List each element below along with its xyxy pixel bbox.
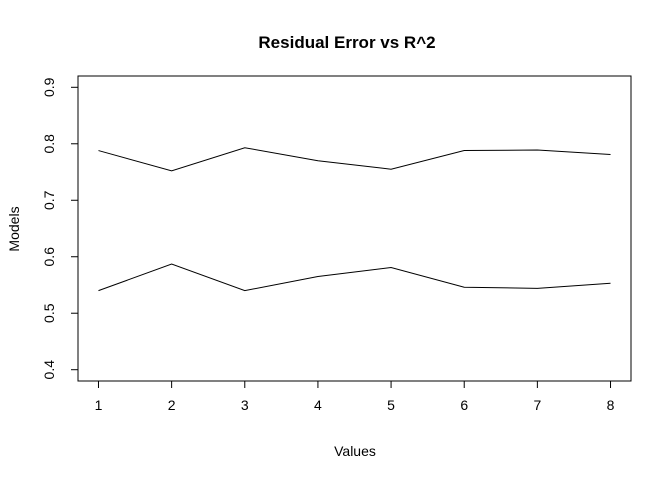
y-tick-label: 0.7 bbox=[41, 190, 57, 210]
x-tick-label: 1 bbox=[95, 397, 103, 413]
y-axis-title: Models bbox=[6, 206, 22, 251]
x-tick-label: 7 bbox=[533, 397, 541, 413]
y-tick-label: 0.4 bbox=[41, 360, 57, 380]
x-tick-label: 8 bbox=[607, 397, 615, 413]
plot-area bbox=[77, 75, 632, 382]
y-axis: 0.4 0.5 0.6 0.7 0.8 0.9 bbox=[41, 77, 79, 380]
x-tick-label: 4 bbox=[314, 397, 322, 413]
x-tick-label: 2 bbox=[168, 397, 176, 413]
x-axis-title: Values bbox=[334, 443, 376, 459]
chart-title: Residual Error vs R^2 bbox=[258, 33, 435, 52]
x-tick-label: 5 bbox=[387, 397, 395, 413]
series-line-2 bbox=[98, 263, 611, 292]
series-line-1 bbox=[98, 147, 611, 172]
y-tick-label: 0.9 bbox=[41, 77, 57, 97]
x-axis: 1 2 3 4 5 6 7 8 bbox=[95, 380, 615, 413]
y-tick-label: 0.6 bbox=[41, 247, 57, 267]
x-tick-label: 3 bbox=[241, 397, 249, 413]
series-group bbox=[98, 147, 611, 292]
y-tick-label: 0.5 bbox=[41, 303, 57, 323]
x-tick-label: 6 bbox=[460, 397, 468, 413]
y-tick-label: 0.8 bbox=[41, 134, 57, 154]
